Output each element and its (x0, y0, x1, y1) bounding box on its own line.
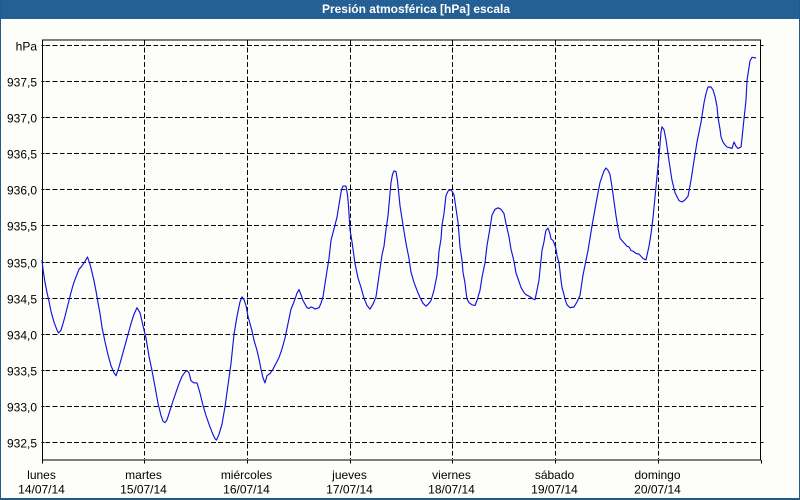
svg-text:934,0: 934,0 (7, 329, 37, 343)
svg-text:937,0: 937,0 (7, 112, 37, 126)
svg-text:936,0: 936,0 (7, 184, 37, 198)
svg-text:936,5: 936,5 (7, 148, 37, 162)
svg-text:932,5: 932,5 (7, 437, 37, 451)
svg-text:martes: martes (125, 468, 162, 482)
svg-text:15/07/14: 15/07/14 (120, 483, 167, 497)
svg-text:933,0: 933,0 (7, 401, 37, 415)
svg-text:935,0: 935,0 (7, 257, 37, 271)
svg-text:20/07/14: 20/07/14 (634, 483, 681, 497)
svg-text:934,5: 934,5 (7, 293, 37, 307)
svg-text:miércoles: miércoles (221, 468, 272, 482)
svg-text:14/07/14: 14/07/14 (18, 483, 65, 497)
svg-text:935,5: 935,5 (7, 220, 37, 234)
svg-text:18/07/14: 18/07/14 (428, 483, 475, 497)
svg-text:domingo: domingo (634, 468, 680, 482)
svg-text:933,5: 933,5 (7, 365, 37, 379)
svg-text:lunes: lunes (27, 468, 56, 482)
svg-text:viernes: viernes (432, 468, 471, 482)
svg-text:jueves: jueves (331, 468, 367, 482)
svg-text:16/07/14: 16/07/14 (223, 483, 270, 497)
svg-text:937,5: 937,5 (7, 76, 37, 90)
svg-text:17/07/14: 17/07/14 (326, 483, 373, 497)
svg-text:19/07/14: 19/07/14 (531, 483, 578, 497)
svg-text:hPa: hPa (16, 40, 38, 54)
svg-text:sábado: sábado (535, 468, 575, 482)
